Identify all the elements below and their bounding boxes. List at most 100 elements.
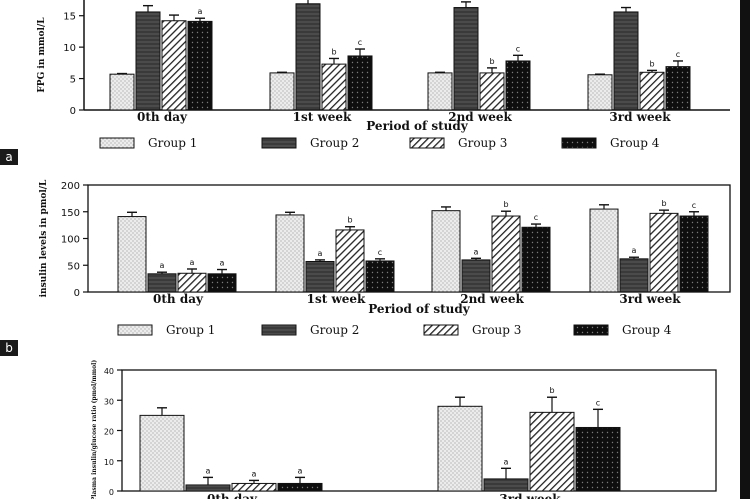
- bar-3-2: [321, 63, 347, 111]
- y-tick-label: 150: [61, 208, 80, 219]
- bar-4-4: [679, 215, 709, 293]
- y-tick-label: 20: [104, 428, 114, 437]
- legend-swatch: [573, 324, 609, 336]
- bar-2-2: [483, 478, 529, 492]
- plot-frame: [121, 369, 717, 492]
- bar-2-3: [461, 259, 491, 293]
- category-label: 2nd week: [460, 292, 524, 306]
- legend-swatch: [409, 137, 445, 149]
- significance-label: a: [220, 259, 225, 268]
- bar-4-4: [665, 66, 691, 111]
- category-label: 1st week: [307, 292, 366, 306]
- legend-swatch: [561, 137, 597, 149]
- bar-1-4: [589, 208, 619, 293]
- legend-swatch: [261, 324, 297, 336]
- significance-label: a: [318, 249, 323, 258]
- significance-label: c: [692, 201, 696, 210]
- bar-3-4: [639, 71, 665, 111]
- significance-label: a: [298, 466, 303, 475]
- x-axis-label: Period of study: [368, 302, 471, 316]
- legend-swatch: [117, 324, 153, 336]
- y-tick-label: 10: [63, 43, 76, 54]
- bar-1-4: [587, 74, 613, 111]
- bar-1-3: [427, 72, 453, 111]
- y-tick-label: 5: [70, 75, 76, 86]
- bar-1-2: [275, 214, 305, 293]
- y-tick-label: 0: [109, 488, 114, 497]
- significance-label: b: [549, 386, 554, 395]
- bar-3-2: [335, 229, 365, 293]
- y-tick-label: 100: [61, 235, 80, 246]
- category-label: 3rd week: [609, 110, 671, 124]
- legend-swatch: [261, 137, 297, 149]
- legend-label: Group 4: [610, 136, 660, 150]
- significance-label: b: [347, 216, 352, 225]
- bar-1-1: [117, 216, 147, 293]
- legend-swatch: [423, 324, 459, 336]
- y-tick-label: 200: [61, 181, 80, 192]
- y-tick-label: 40: [104, 367, 114, 376]
- significance-label: a: [206, 466, 211, 475]
- significance-label: b: [661, 199, 666, 208]
- y-axis-label: FPG in mmol/L: [37, 17, 47, 93]
- bar-4-2: [575, 426, 621, 492]
- bar-2-1: [135, 11, 161, 111]
- y-tick-label: 30: [104, 397, 114, 406]
- frame-border: [740, 0, 750, 499]
- significance-label: a: [504, 457, 509, 466]
- significance-label: a: [160, 261, 165, 270]
- bar-2-1: [147, 273, 177, 293]
- bar-2-2: [295, 3, 321, 111]
- chart-panel-b: 0 50 100 150 200 insulin levels in pmol/L a a a 0…: [39, 179, 731, 337]
- significance-label: c: [534, 213, 538, 222]
- legend-label: Group 2: [310, 323, 359, 337]
- bar-2-3: [453, 7, 479, 111]
- significance-label: a: [474, 247, 479, 256]
- significance-label: a: [198, 7, 203, 16]
- category-label: 0th day: [137, 110, 188, 124]
- bar-4-1: [207, 273, 237, 293]
- legend-swatch: [99, 137, 135, 149]
- bar-2-2: [305, 261, 335, 293]
- significance-label: b: [649, 59, 654, 68]
- significance-label: b: [331, 47, 336, 56]
- y-axis-label: insulin levels in pmol/L: [39, 179, 49, 297]
- category-label: 1st week: [293, 110, 352, 124]
- significance-label: a: [252, 469, 257, 478]
- bar-4-1: [277, 482, 323, 492]
- legend-label: Group 2: [310, 136, 359, 150]
- bar-2-4: [619, 258, 649, 293]
- bar-3-3: [479, 72, 505, 111]
- bar-4-1: [187, 20, 213, 111]
- bar-2-1: [185, 484, 231, 492]
- significance-label: a: [632, 246, 637, 255]
- bar-4-3: [521, 226, 551, 293]
- bar-3-1: [231, 482, 277, 492]
- significance-label: c: [596, 398, 600, 407]
- category-label: 2nd week: [448, 110, 512, 124]
- bar-3-2: [529, 411, 575, 492]
- bar-3-1: [177, 272, 207, 293]
- legend-label: Group 4: [622, 323, 672, 337]
- bar-2-4: [613, 11, 639, 111]
- legend-label: Group 3: [458, 136, 507, 150]
- panel-tag-b: b: [0, 340, 18, 356]
- y-axis-label: Plasma insulin/glucose ratio (pmol/mmol): [91, 360, 98, 499]
- x-axis-label: Period of study: [366, 119, 469, 133]
- y-tick-label: 50: [67, 261, 80, 272]
- category-label: 3rd week: [619, 292, 681, 306]
- bar-3-4: [649, 212, 679, 293]
- bar-4-2: [365, 260, 395, 293]
- significance-label: c: [358, 38, 362, 47]
- bar-4-2: [347, 55, 373, 111]
- significance-label: c: [516, 44, 520, 53]
- bar-3-3: [491, 215, 521, 293]
- bar-1-2: [437, 405, 483, 492]
- legend-label: Group 1: [148, 136, 197, 150]
- bar-3-1: [161, 20, 187, 111]
- y-tick-label: 0: [70, 106, 76, 117]
- bar-1-1: [139, 414, 185, 492]
- chart-panel-c: 0 10 20 30 40 Plasma insulin/glucose ratio (p…: [91, 360, 717, 503]
